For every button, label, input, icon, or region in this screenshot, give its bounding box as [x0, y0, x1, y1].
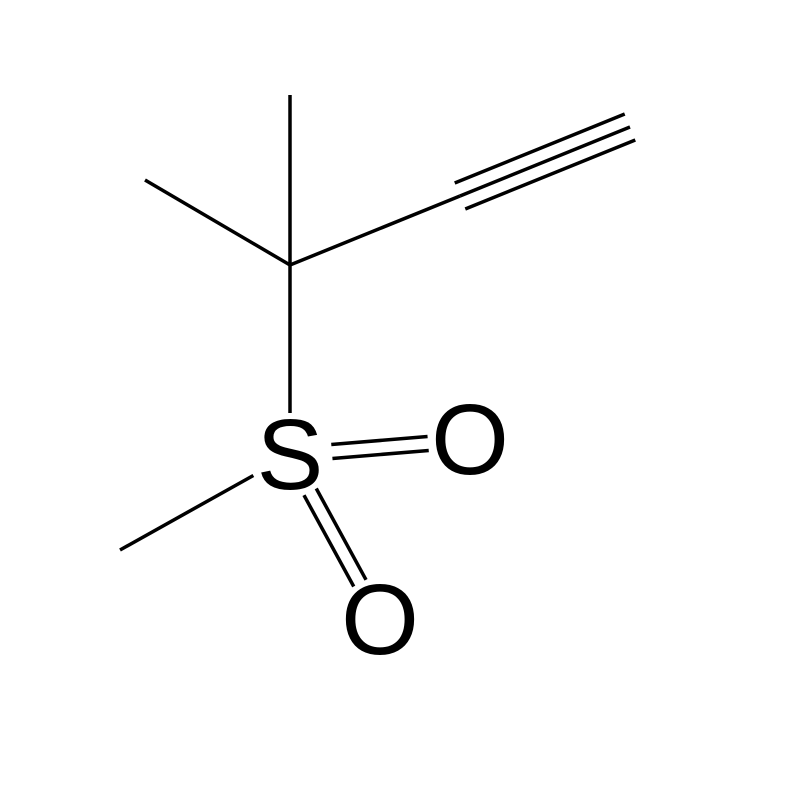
diagram-background	[0, 0, 800, 800]
atom-label-o: O	[431, 384, 509, 496]
atom-label-s: S	[257, 399, 324, 511]
atom-label-o: O	[341, 564, 419, 676]
molecule-diagram: SOO	[0, 0, 800, 800]
